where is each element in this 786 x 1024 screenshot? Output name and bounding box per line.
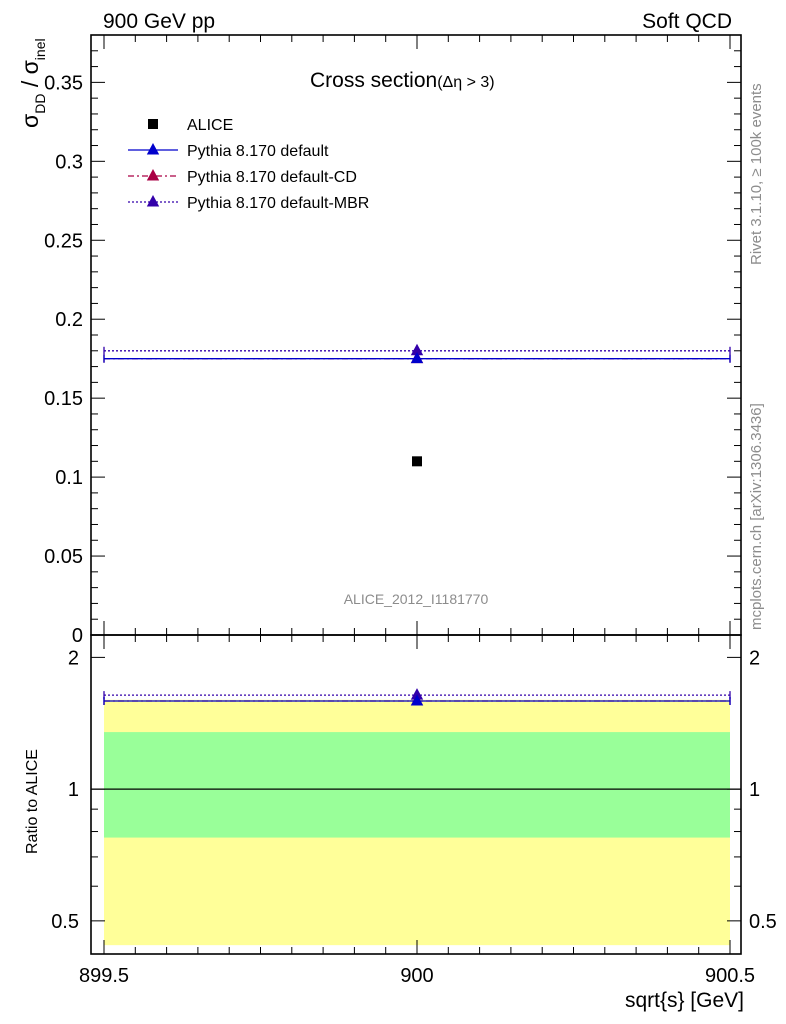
legend-label: ALICE [187, 117, 233, 134]
x-tick-label: 900.5 [705, 965, 755, 987]
ratio-y-tick-label: 0.5 [51, 911, 79, 933]
main-y-label-sub-inel: inel [32, 38, 48, 60]
ratio-bands [104, 699, 730, 946]
main-y-label-sigma: σ [17, 114, 43, 128]
main-y-tick-label: 0 [72, 625, 83, 647]
main-y-tick-label: 0.3 [55, 151, 83, 173]
rivet-label: Rivet 3.1.10, ≥ 100k events [748, 83, 765, 265]
legend-marker-dotted [146, 195, 160, 207]
mcplots-label: mcplots.cern.ch [arXiv:1306.3436] [748, 403, 765, 630]
main-marker-solid [410, 351, 424, 364]
ratio-y-label: Ratio to ALICE [24, 749, 41, 854]
main-y-tick-label: 0.05 [44, 546, 83, 568]
ratio-y-tick-label-right: 1 [749, 779, 760, 801]
main-title-text: Cross section [310, 69, 437, 92]
ratio-marker-solid [410, 693, 424, 706]
ratio-y-tick-label-right: 2 [749, 647, 760, 669]
x-axis-label: sqrt{s} [GeV] [625, 989, 744, 1012]
legend: ALICE Pythia 8.170 default Pythia 8.170 de… [128, 117, 369, 212]
ratio-band-inner [104, 732, 730, 838]
legend-marker-dashdot [146, 169, 160, 181]
main-y-label: σDD / σinel [17, 38, 48, 128]
ratio-y-tick-label: 1 [68, 779, 79, 801]
main-y-label-sub-dd: DD [32, 94, 48, 114]
legend-label: Pythia 8.170 default-CD [187, 169, 357, 186]
legend-label: Pythia 8.170 default-MBR [187, 195, 369, 212]
main-title-sub: (Δη > 3) [437, 74, 494, 91]
main-y-tick-label: 0.15 [44, 388, 83, 410]
analysis-watermark: ALICE_2012_I1181770 [344, 591, 489, 607]
legend-marker-alice [148, 119, 158, 129]
ratio-marker-dotted [410, 688, 424, 700]
axis-ticks: 0 0.05 0.1 0.15 0.2 0.25 0.3 0.35 899.5 900 900.5 0… [44, 34, 777, 987]
alice-data-point [412, 456, 422, 467]
x-tick-label: 899.5 [79, 965, 129, 987]
main-y-tick-label: 0.35 [44, 72, 83, 94]
main-y-tick-label: 0.1 [55, 467, 83, 489]
legend-label: Pythia 8.170 default [187, 143, 329, 160]
legend-marker-solid [146, 143, 160, 155]
ratio-panel-frame [90, 634, 742, 955]
main-marker-dotted [410, 343, 424, 356]
main-y-tick-label: 0.25 [44, 230, 83, 252]
x-tick-label: 900 [400, 965, 433, 987]
main-y-label-slash: / [17, 74, 43, 93]
main-y-label-sigma-2: σ [17, 60, 43, 74]
main-y-tick-label: 0.2 [55, 309, 83, 331]
series-layer [103, 343, 731, 706]
ratio-y-tick-label: 2 [68, 647, 79, 669]
ratio-y-tick-label-right: 0.5 [749, 911, 777, 933]
header-left: 900 GeV pp [103, 10, 215, 33]
main-title: Cross section(Δη > 3) [310, 69, 495, 92]
header-right: Soft QCD [642, 10, 732, 33]
